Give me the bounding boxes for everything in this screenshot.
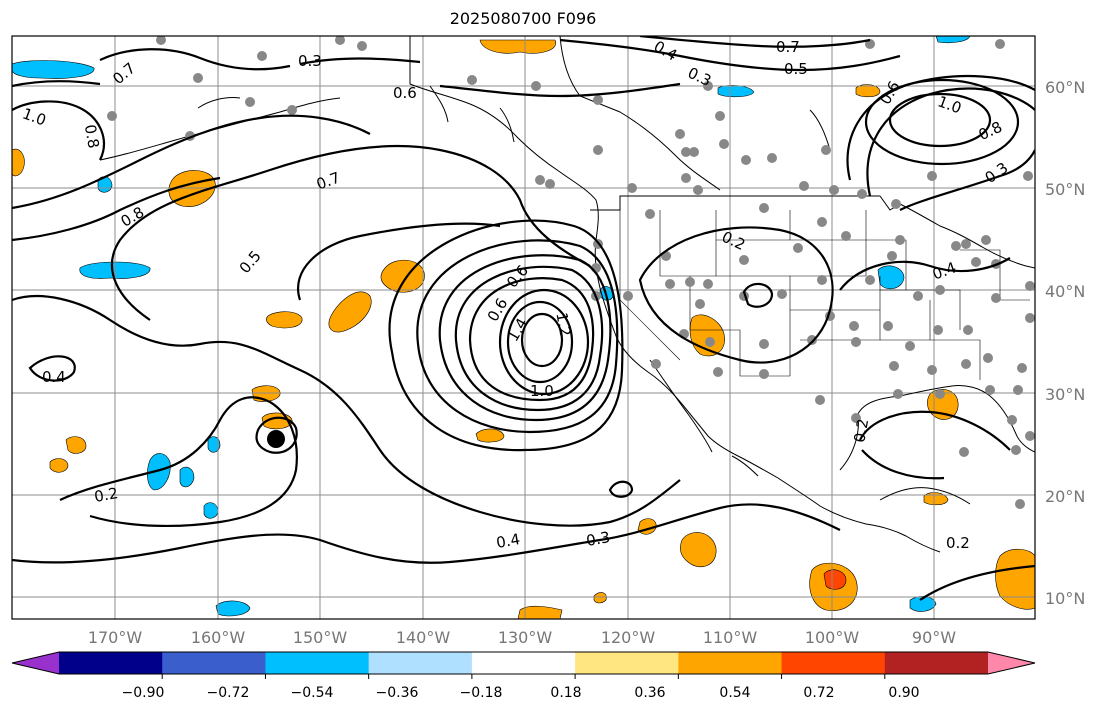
contour-label-0-2-gulf-mex: 0.2 [850,417,872,444]
positive-anomaly-patch [479,39,557,54]
lon-label: 160°W [191,628,246,647]
lon-label: 90°W [912,628,956,647]
positive-anomaly-patch [855,84,881,98]
graticule [12,36,1035,619]
lon-label: 130°W [498,628,553,647]
colorbar [11,651,1036,679]
colorbar-segment [265,652,370,674]
positive-anomaly-patch [517,605,563,619]
strong-positive-anomaly-patch [823,569,847,590]
colorbar-segment [575,652,679,674]
colorbar-segment [678,652,783,674]
map-title: 2025080700 F096 [449,9,597,28]
contour-label-1-0-low: 1.0 [530,382,554,400]
contour-label-0-6-gulf: 0.6 [393,84,417,102]
colorbar-tick-label: −0.54 [291,685,334,701]
positive-anomaly-patch [49,458,69,473]
negative-anomaly-patch [877,265,905,290]
contour-label-0-8-west: 0.8 [81,123,103,150]
longitude-labels: 170°W 160°W 150°W 140°W 130°W 120°W 110°… [88,628,956,647]
colorbar-tick-label: 0.54 [719,685,750,701]
lat-label: 30°N [1045,385,1085,404]
lat-label: 60°N [1045,78,1085,97]
positive-anomaly-patch [923,492,949,506]
lon-label: 120°W [601,628,656,647]
latitude-labels: 60°N 50°N 40°N 30°N 20°N 10°N [1045,78,1085,608]
colorbar-segment [781,652,886,674]
positive-anomaly-patch [12,148,25,177]
colorbar-tick-labels: −0.90 −0.72 −0.54 −0.36 −0.18 0.18 0.36 … [122,685,920,701]
colorbar-tick-label: 0.36 [634,685,665,701]
colorbar-tick-label: −0.72 [207,685,250,701]
colorbar-segment [162,652,266,674]
negative-anomaly-patch [147,453,171,491]
negative-anomaly-patch [203,502,219,519]
lat-label: 40°N [1045,282,1085,301]
contour-label-0-4-west: 0.4 [42,368,66,386]
colorbar-tick-label: −0.90 [122,685,165,701]
positive-anomaly-patch [995,548,1035,610]
anomaly-shading [12,36,1035,619]
positive-anomaly-patch [65,436,87,454]
negative-anomaly-patch [179,466,195,488]
colorbar-segment [884,652,989,674]
positive-anomaly-patch [680,532,717,568]
positive-anomaly-patch [266,311,303,329]
colorbar-extend-low [12,652,59,674]
contour-label-0-2-hawaii: 0.2 [93,484,120,506]
positive-anomaly-patch [328,291,372,333]
lon-label: 140°W [396,628,451,647]
colorbar-segment [471,652,576,674]
map-frame [11,35,1036,620]
colorbar-extend-high [988,652,1035,674]
lat-label: 50°N [1045,180,1085,199]
negative-anomaly-patch [215,600,251,617]
lon-label: 100°W [805,628,860,647]
contour-label-0-7-north: 0.7 [776,38,800,56]
contour-label-0-3-alaska: 0.3 [298,52,322,70]
colorbar-segment [59,652,163,674]
colorbar-tick-label: −0.36 [376,685,419,701]
colorbar-tick-label: −0.18 [460,685,503,701]
contour-label-0-2-caribbean: 0.2 [946,534,970,552]
colorbar-tick-label: 0.18 [550,685,581,701]
location-marker [267,430,285,448]
positive-anomaly-patch [475,428,505,443]
colorbar-outline [11,651,1036,675]
negative-anomaly-patch [12,60,95,79]
lon-label: 150°W [293,628,348,647]
lat-label: 10°N [1045,589,1085,608]
positive-anomaly-patch [168,170,216,207]
colorbar-segment [368,652,473,674]
lat-label: 20°N [1045,487,1085,506]
contour-label-0-4-south: 0.4 [495,530,522,552]
negative-anomaly-patch [207,436,221,453]
lon-label: 110°W [703,628,758,647]
colorbar-tick-label: 0.90 [888,685,919,701]
colorbar-tick-label: 0.72 [803,685,834,701]
contour-lines [12,36,1035,601]
contour-label-1-2-low: 1.2 [552,311,574,338]
positive-anomaly-patch [593,592,607,604]
lon-label: 170°W [88,628,143,647]
contour-label-0-3-south: 0.3 [585,528,612,550]
station-markers [107,36,1035,509]
contour-label-0-5-north: 0.5 [784,60,808,78]
